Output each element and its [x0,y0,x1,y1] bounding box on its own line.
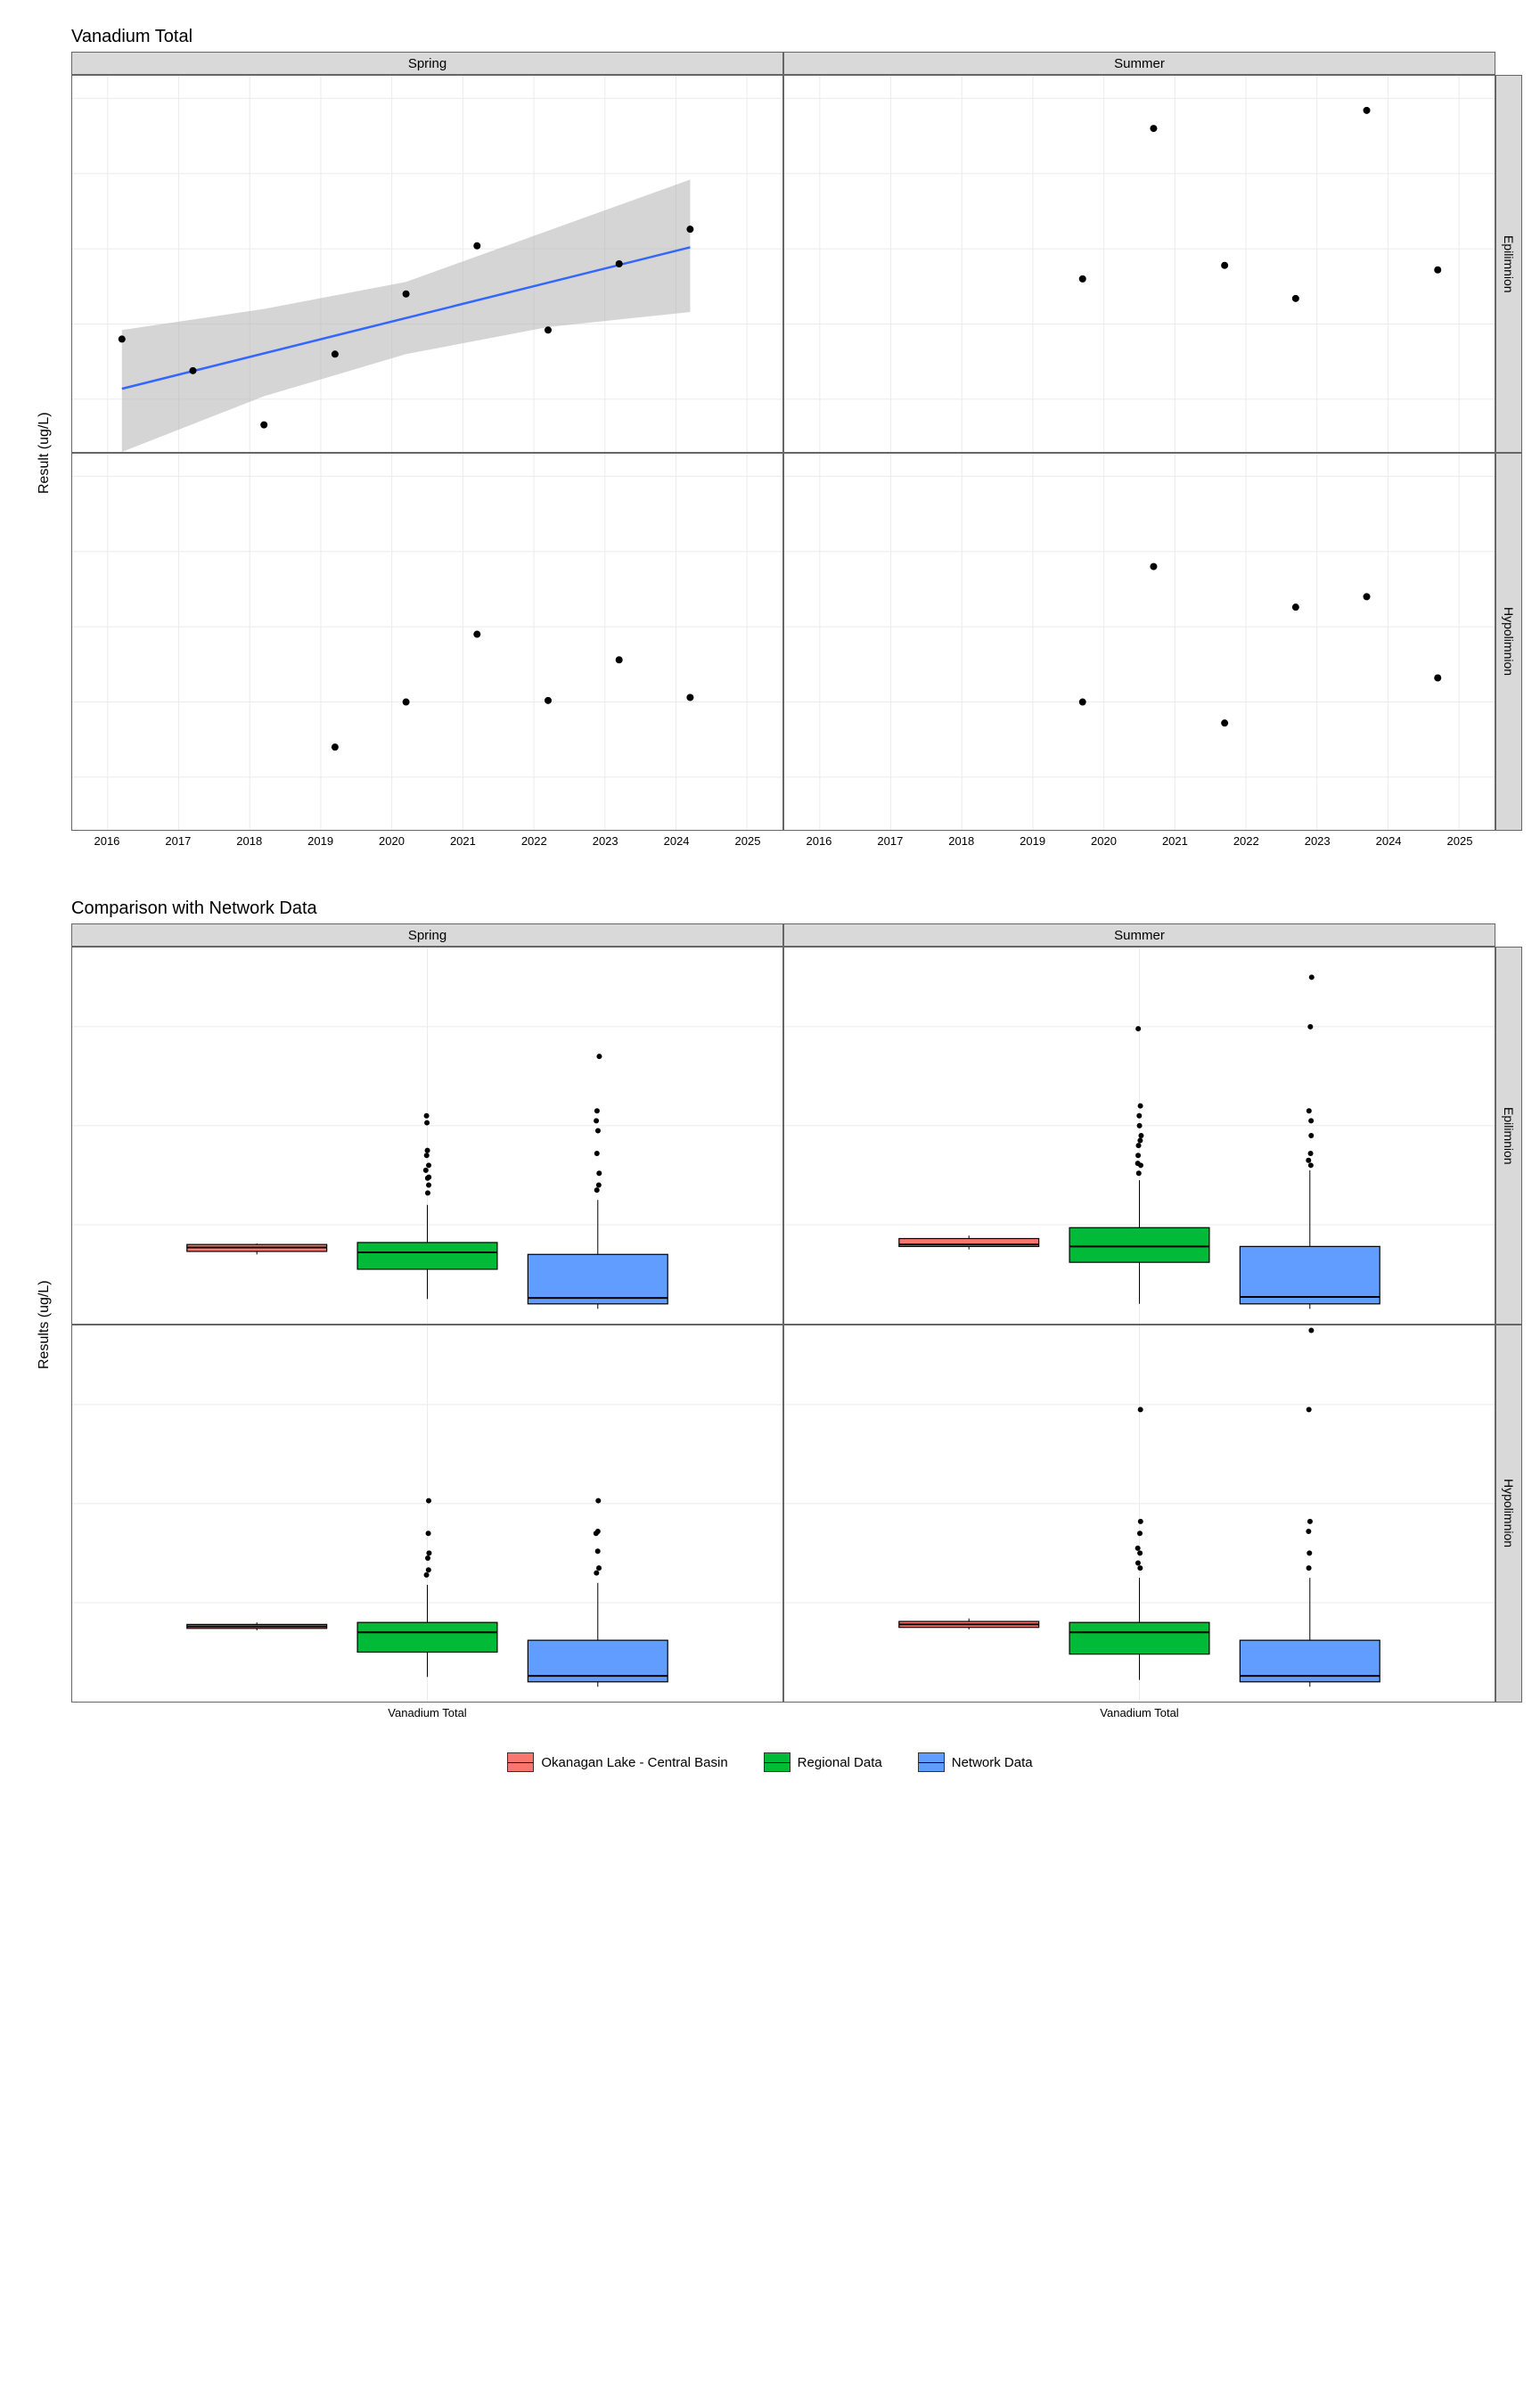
box-title: Comparison with Network Data [71,898,1522,919]
scatter-y-label: Result (ug/L) [18,75,71,831]
scatter-x-ticks-left: 2016201720182019202020212022202320242025 [71,831,783,854]
box-panel-summer-hypo [783,1325,1495,1703]
legend-swatch-network [918,1752,945,1772]
facet-col-spring: Spring [71,52,783,75]
scatter-x-ticks-right: 2016201720182019202020212022202320242025 [783,831,1495,854]
panel-summer-epi [783,75,1495,453]
panel-summer-hypo [783,453,1495,831]
box-panel-spring-epi: 123 [71,947,783,1325]
box-y-label: Results (ug/L) [18,947,71,1703]
scatter-title: Vanadium Total [71,27,1522,47]
box-x-label-right: Vanadium Total [783,1703,1495,1726]
panel-spring-epi: 0.700.750.800.850.90 [71,75,783,453]
legend-label-regional: Regional Data [798,1755,882,1770]
facet-row-epi: Epilimnion [1495,75,1522,453]
box-panel-spring-hypo: 123 [71,1325,783,1703]
legend-item-network: Network Data [918,1752,1033,1772]
legend: Okanagan Lake - Central Basin Regional D… [18,1752,1522,1772]
legend-swatch-regional [764,1752,790,1772]
box-panel-summer-epi [783,947,1495,1325]
box-figure: Comparison with Network Data Spring Summ… [18,898,1522,1726]
box-facet-row-hypo: Hypolimnion [1495,1325,1522,1703]
legend-item-okanagan: Okanagan Lake - Central Basin [507,1752,727,1772]
box-facet-row-epi: Epilimnion [1495,947,1522,1325]
legend-item-regional: Regional Data [764,1752,882,1772]
box-x-label-left: Vanadium Total [71,1703,783,1726]
legend-swatch-okanagan [507,1752,534,1772]
facet-row-hypo: Hypolimnion [1495,453,1522,831]
scatter-figure: Vanadium Total Spring Summer Result (ug/… [18,27,1522,854]
facet-col-summer: Summer [783,52,1495,75]
box-facet-col-spring: Spring [71,923,783,947]
legend-label-network: Network Data [952,1755,1033,1770]
panel-spring-hypo: 0.700.750.800.850.90 [71,453,783,831]
box-facet-col-summer: Summer [783,923,1495,947]
legend-label-okanagan: Okanagan Lake - Central Basin [541,1755,727,1770]
